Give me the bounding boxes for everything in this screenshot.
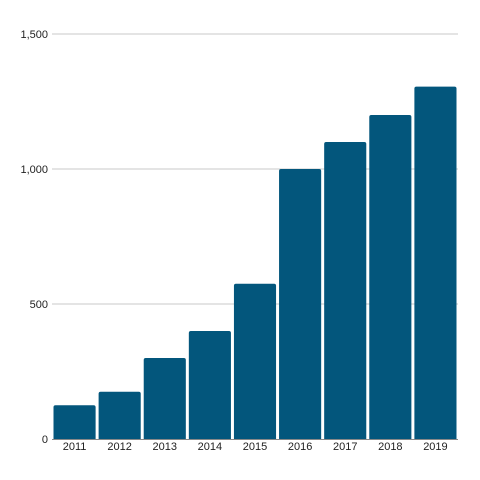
x-tick-label: 2011 bbox=[63, 441, 87, 453]
x-tick-label: 2016 bbox=[288, 441, 312, 453]
y-axis-tick-labels: 0 500 1,000 1,500 bbox=[20, 29, 48, 446]
bar-2016 bbox=[279, 169, 322, 439]
bar-2013 bbox=[143, 358, 186, 439]
y-tick-label: 0 bbox=[42, 434, 48, 446]
bar-2011 bbox=[53, 405, 96, 439]
x-tick-label: 2013 bbox=[153, 441, 177, 453]
x-tick-label: 2018 bbox=[378, 441, 402, 453]
bar-2012 bbox=[98, 391, 141, 439]
bar-2015 bbox=[233, 283, 277, 439]
bar-2019 bbox=[414, 86, 457, 440]
bar-2017 bbox=[324, 142, 367, 439]
bar-2018 bbox=[369, 115, 412, 439]
y-tick-label: 1,500 bbox=[20, 29, 48, 41]
x-tick-label: 2017 bbox=[333, 441, 357, 453]
bar-2014 bbox=[188, 331, 231, 439]
x-tick-label: 2015 bbox=[243, 441, 267, 453]
x-tick-label: 2019 bbox=[423, 441, 447, 453]
x-tick-label: 2012 bbox=[107, 441, 131, 453]
x-axis-tick-labels: 2011 2012 2013 2014 2015 2016 2017 2018 2019 bbox=[63, 441, 448, 453]
x-tick-label: 2014 bbox=[198, 441, 222, 453]
y-tick-label: 500 bbox=[30, 299, 48, 311]
bars bbox=[53, 86, 457, 440]
y-tick-label: 1,000 bbox=[20, 164, 48, 176]
